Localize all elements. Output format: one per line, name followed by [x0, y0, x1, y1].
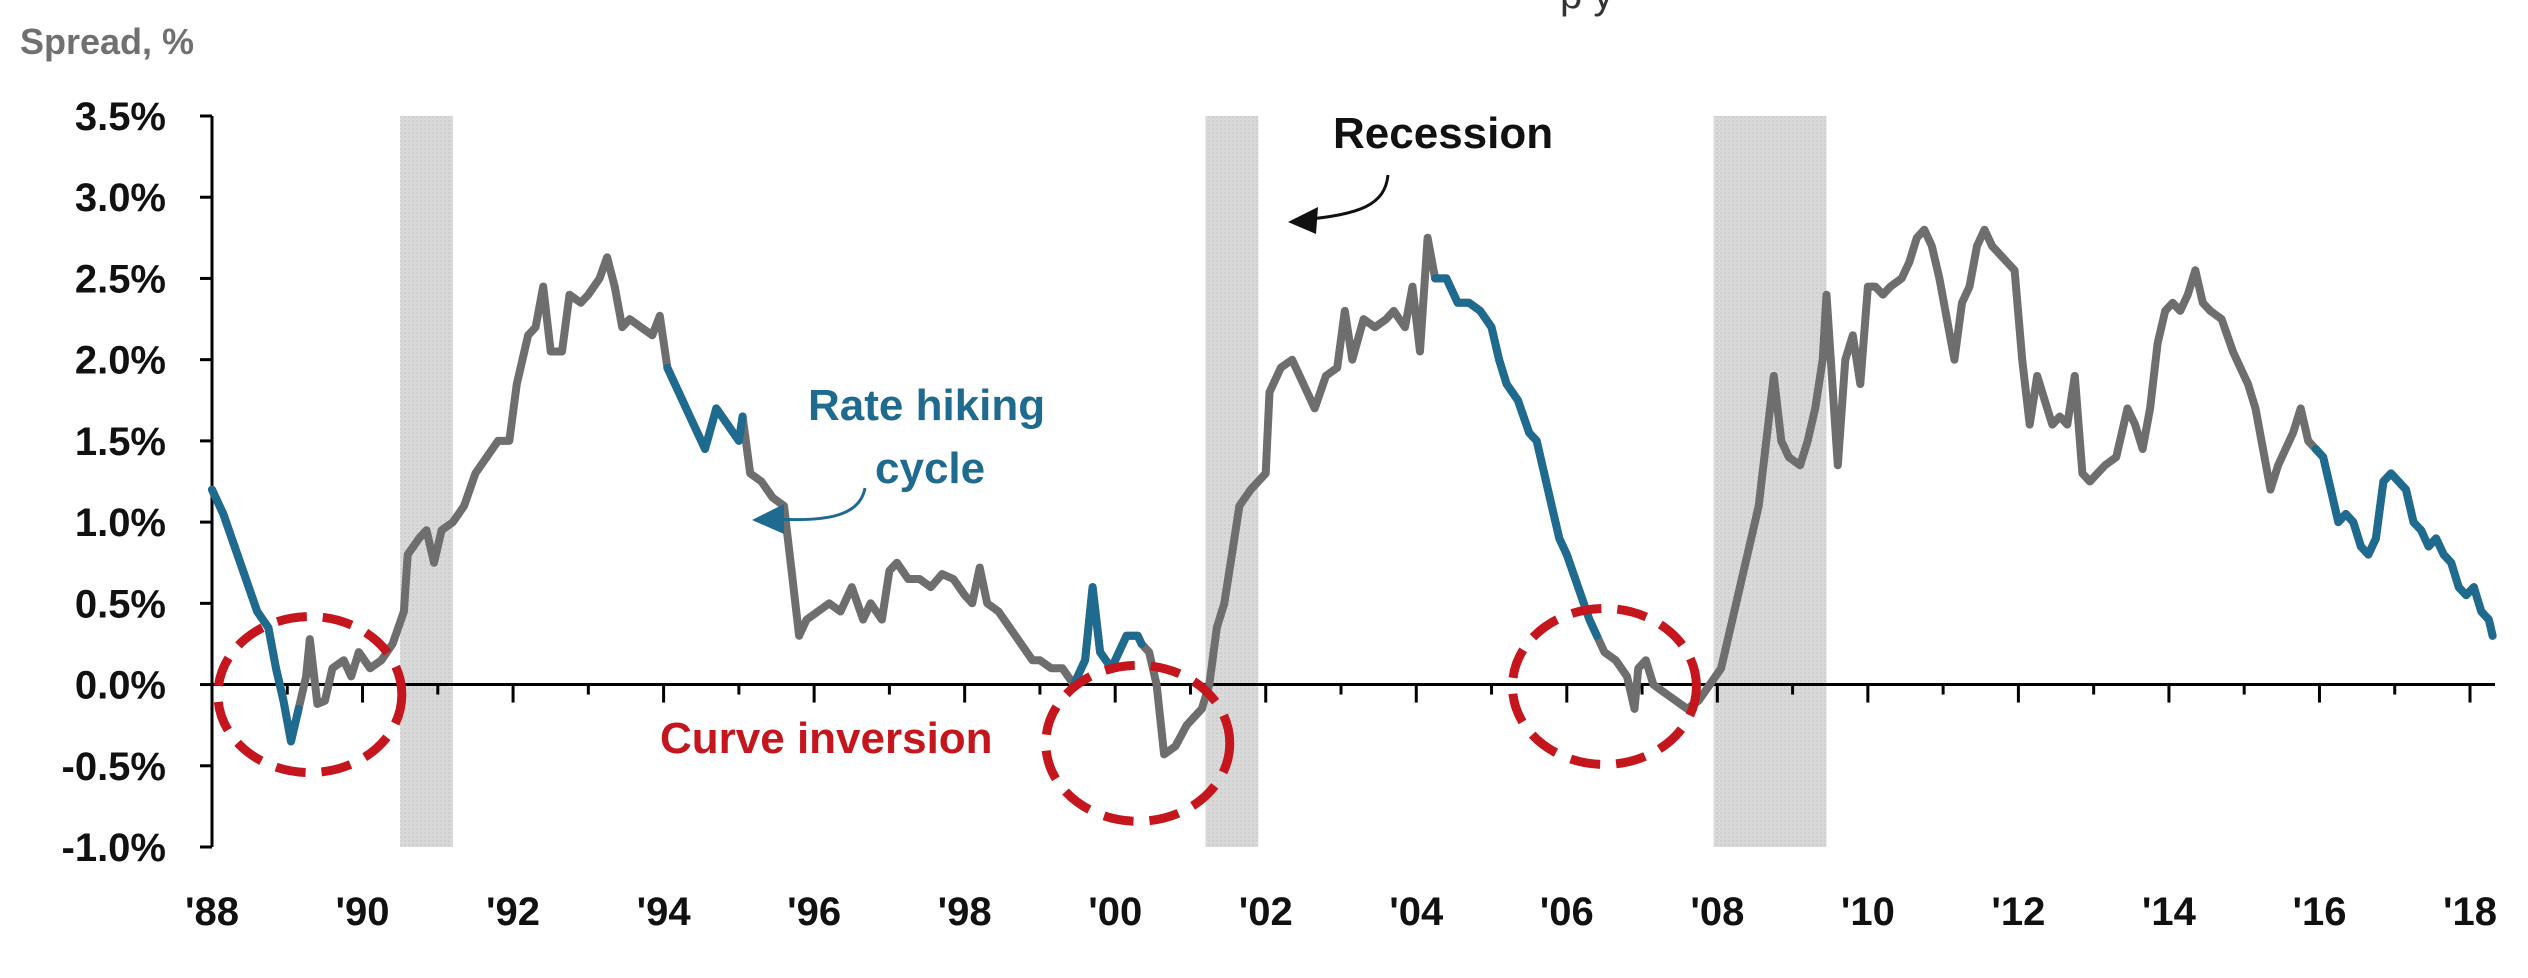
y-tick-label: 2.5%: [75, 257, 166, 301]
x-tick-label: '18: [2443, 890, 2497, 934]
y-tick-label: 1.5%: [75, 420, 166, 464]
recession-arrow: [1299, 174, 1390, 222]
x-tick-label: '16: [2292, 890, 2346, 934]
rate-hiking-arrow: [774, 487, 867, 522]
x-tick-label: '90: [336, 890, 390, 934]
y-tick-label: 0.0%: [75, 664, 166, 708]
x-tick-label: '14: [2142, 890, 2197, 934]
y-tick-label: -0.5%: [62, 745, 167, 789]
rate-hiking-label-line1: Rate hiking: [808, 381, 1045, 430]
y-tick-label: 3.5%: [75, 95, 166, 139]
recession-bands: [400, 116, 1827, 847]
x-tick-label: '98: [938, 890, 992, 934]
x-tick-label: '96: [787, 890, 841, 934]
y-tick-label: 1.0%: [75, 501, 166, 545]
rate-hiking-label-line2: cycle: [875, 444, 985, 493]
y-tick-label: 2.0%: [75, 339, 166, 383]
annotation-recession: Recession: [1288, 109, 1553, 234]
x-tick-label: '12: [1991, 890, 2045, 934]
recession-band-1: [400, 116, 453, 847]
annotation-rate-hiking: Rate hiking cycle: [752, 381, 1045, 534]
y-axis-title: Spread, %: [20, 21, 194, 62]
x-tick-label: '88: [185, 890, 239, 934]
spread-line: [208, 225, 2497, 759]
recession-arrowhead: [1288, 207, 1318, 234]
y-tick-label: 0.5%: [75, 582, 166, 626]
hiking-segment-4: [1431, 274, 1601, 640]
x-ticks: '88 '90 '92 '94 '96 '98 '00 '02 '04 '06 '08 '10 '12 '…: [185, 684, 2497, 934]
recession-band-3: [1713, 116, 1827, 847]
y-ticks: 3.5% 3.0% 2.5% 2.0% 1.5% 1.0% 0.5% 0.0% -0.5% -1.…: [62, 95, 212, 870]
inversion-circle-3: [1507, 603, 1701, 769]
header-fragment: p y: [1560, 0, 1613, 17]
inversion-circle-1: [213, 612, 407, 778]
hiking-segment-5: [2311, 445, 2497, 640]
x-tick-label: '06: [1540, 890, 1594, 934]
hiking-segment-2: [663, 363, 747, 453]
x-tick-label: '02: [1239, 890, 1293, 934]
x-tick-label: '10: [1841, 890, 1895, 934]
recession-label: Recession: [1333, 109, 1553, 158]
inversion-circle-2: [1041, 660, 1235, 826]
x-tick-label: '04: [1389, 890, 1444, 934]
y-tick-label: -1.0%: [62, 826, 167, 870]
x-tick-label: '08: [1690, 890, 1744, 934]
series-spread: [208, 225, 2497, 759]
x-tick-label: '00: [1088, 890, 1142, 934]
inversion-markers: [213, 603, 1701, 826]
y-tick-label: 3.0%: [75, 176, 166, 220]
x-tick-label: '94: [637, 890, 692, 934]
hiking-segment-1: [208, 485, 303, 746]
rate-hiking-arrowhead: [752, 504, 784, 534]
curve-inversion-label: Curve inversion: [660, 714, 993, 763]
axes: [210, 116, 2495, 847]
x-tick-label: '92: [486, 890, 540, 934]
